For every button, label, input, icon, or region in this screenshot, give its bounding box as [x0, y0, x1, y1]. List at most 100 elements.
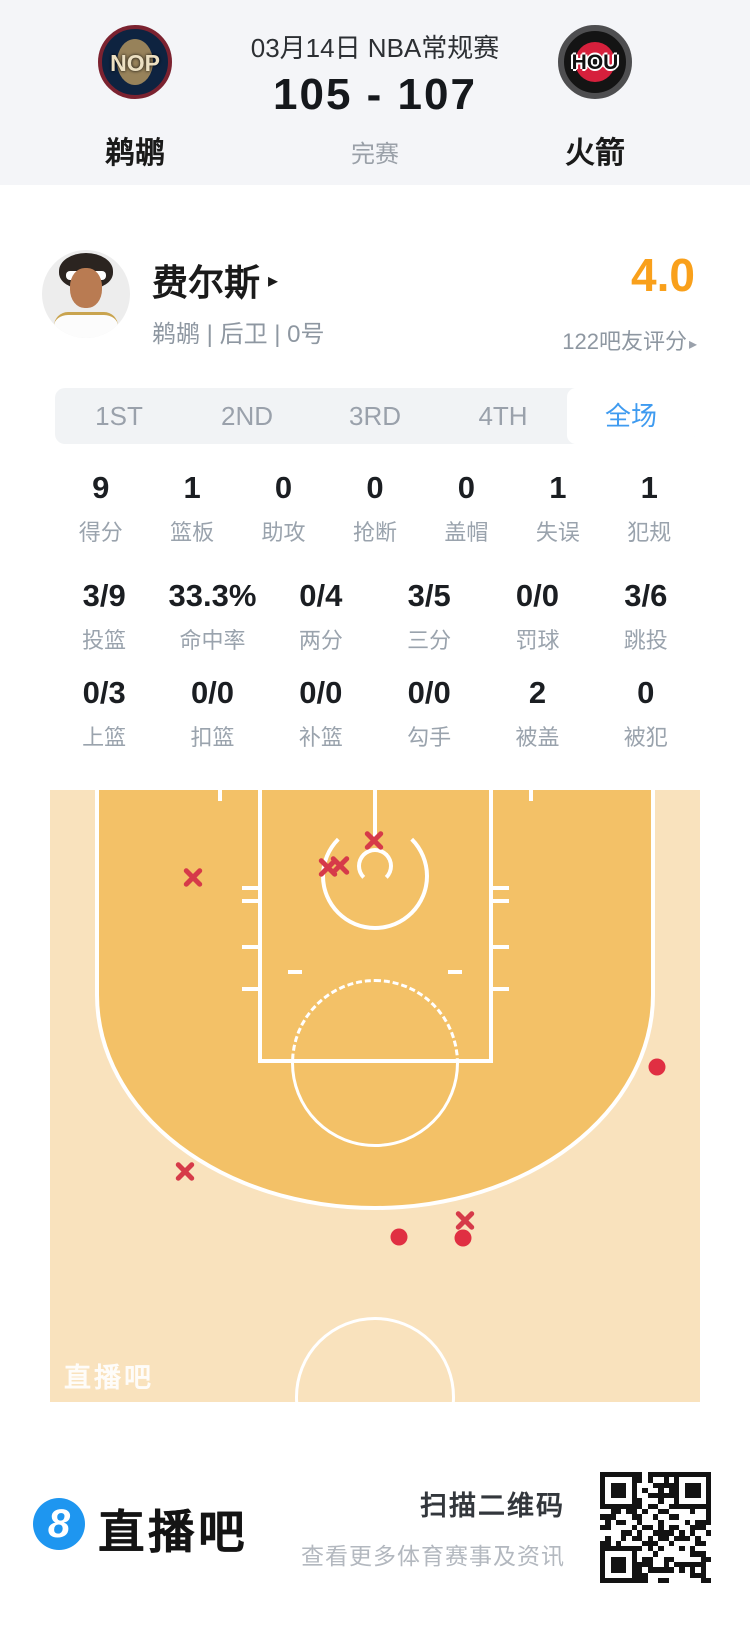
center-circle — [295, 1317, 455, 1402]
qr-module — [705, 1498, 712, 1504]
qr-module — [610, 1514, 616, 1520]
qr-module — [615, 1509, 622, 1515]
player-detail-arrow-icon: ▸ — [268, 269, 279, 292]
qr-module — [600, 1556, 606, 1563]
qr-module — [647, 1556, 653, 1563]
stat-cell: 0 被犯 — [592, 675, 700, 752]
qr-module — [658, 1577, 664, 1584]
qr-module — [652, 1493, 659, 1499]
tab-全场[interactable]: 全场 — [567, 388, 695, 444]
stat-cell: 0/0 扣篮 — [158, 675, 266, 752]
baseline-tick — [529, 790, 533, 801]
stat-label: 勾手 — [407, 725, 452, 750]
stats-row-1: 9 得分 1 篮板 0 助攻 0 抢断 0 盖帽 1 失误 1 犯规 — [55, 470, 695, 547]
stat-cell: 0/0 补篮 — [267, 675, 375, 752]
qr-module — [674, 1498, 680, 1504]
qr-module — [668, 1524, 675, 1531]
stat-label: 助攻 — [261, 520, 306, 545]
team-logo-rockets-icon[interactable]: HOU — [558, 25, 632, 99]
qr-module — [658, 1509, 664, 1515]
tab-2nd[interactable]: 2ND — [220, 401, 273, 431]
stat-value: 9 — [92, 470, 110, 505]
match-header: 03月14日 NBA常规赛 105 - 107 完赛 NOP 鹈鹕 HOU 火箭 — [0, 0, 750, 185]
stat-value: 0 — [274, 470, 293, 505]
lane-hash — [242, 899, 258, 903]
qr-module — [631, 1535, 638, 1541]
qr-module — [668, 1487, 675, 1494]
qr-module — [637, 1503, 643, 1510]
qr-module — [637, 1535, 643, 1541]
stat-cell: 1 篮板 — [146, 470, 237, 547]
qr-module — [668, 1482, 675, 1488]
qr-module — [631, 1562, 638, 1568]
qr-module — [610, 1567, 616, 1573]
qr-module — [631, 1577, 638, 1584]
qr-module — [605, 1519, 611, 1525]
qr-module — [674, 1562, 680, 1568]
stat-cell: 2 被盖 — [483, 675, 591, 752]
stat-label: 得分 — [78, 520, 123, 545]
qr-module — [626, 1509, 632, 1515]
made-shot-marker — [390, 1228, 408, 1246]
qr-module — [690, 1524, 696, 1531]
qr-module — [610, 1556, 616, 1563]
qr-module — [647, 1477, 653, 1483]
stat-value: 0/3 — [82, 675, 126, 710]
qr-module — [631, 1472, 638, 1478]
team-logo-pelicans-icon[interactable]: NOP — [98, 25, 172, 99]
qr-module — [642, 1577, 648, 1584]
qr-module — [679, 1503, 685, 1510]
tab-4th[interactable]: 4TH — [478, 401, 528, 431]
player-avatar[interactable] — [42, 250, 130, 338]
rating-note[interactable]: 122吧友评分 ▸ — [562, 324, 697, 356]
qr-module — [621, 1503, 627, 1510]
qr-module — [610, 1503, 616, 1510]
stat-cell: 1 犯规 — [604, 470, 695, 547]
qr-module — [663, 1482, 669, 1488]
qr-module — [610, 1577, 616, 1584]
qr-module — [600, 1482, 606, 1488]
qr-module — [684, 1503, 691, 1510]
qr-module — [695, 1487, 701, 1494]
stat-label: 三分 — [407, 628, 452, 653]
qr-module — [631, 1482, 638, 1488]
qr-module — [637, 1577, 643, 1584]
qr-module — [658, 1530, 664, 1536]
stat-cell: 3/6 跳投 — [592, 578, 700, 655]
qr-module — [658, 1567, 664, 1573]
qr-module — [663, 1556, 669, 1563]
free-throw-circle-solid — [291, 1063, 459, 1151]
qr-module — [668, 1530, 675, 1536]
qr-module — [658, 1472, 664, 1478]
qr-module — [705, 1482, 712, 1488]
qr-module — [615, 1472, 622, 1478]
qr-module — [700, 1556, 706, 1563]
match-score: 105 - 107 — [273, 70, 477, 119]
qr-module — [626, 1530, 632, 1536]
stat-label: 盖帽 — [444, 520, 489, 545]
qr-module — [615, 1519, 622, 1525]
match-status: 完赛 — [351, 141, 399, 168]
qr-module — [642, 1562, 648, 1568]
qr-module — [637, 1519, 643, 1525]
lane-dash-left — [288, 970, 302, 974]
player-name-row[interactable]: 费尔斯 ▸ — [152, 258, 279, 303]
qr-module — [700, 1577, 706, 1584]
qr-module — [631, 1503, 638, 1510]
missed-shot-marker — [182, 867, 204, 889]
tab-3rd[interactable]: 3RD — [348, 401, 401, 431]
tab-1st[interactable]: 1ST — [95, 401, 143, 431]
qr-module — [700, 1524, 706, 1531]
qr-module — [700, 1472, 706, 1478]
qr-module — [600, 1567, 606, 1573]
qr-module — [663, 1567, 669, 1573]
missed-shot-marker — [363, 830, 385, 852]
qr-module — [705, 1556, 712, 1563]
qr-module — [663, 1577, 669, 1584]
qr-module — [647, 1524, 653, 1531]
stat-cell: 0/0 勾手 — [375, 675, 483, 752]
player-info: 鹈鹕 | 后卫 | 0号 — [152, 321, 325, 348]
stat-label: 补篮 — [298, 725, 343, 750]
qr-module — [705, 1472, 712, 1478]
